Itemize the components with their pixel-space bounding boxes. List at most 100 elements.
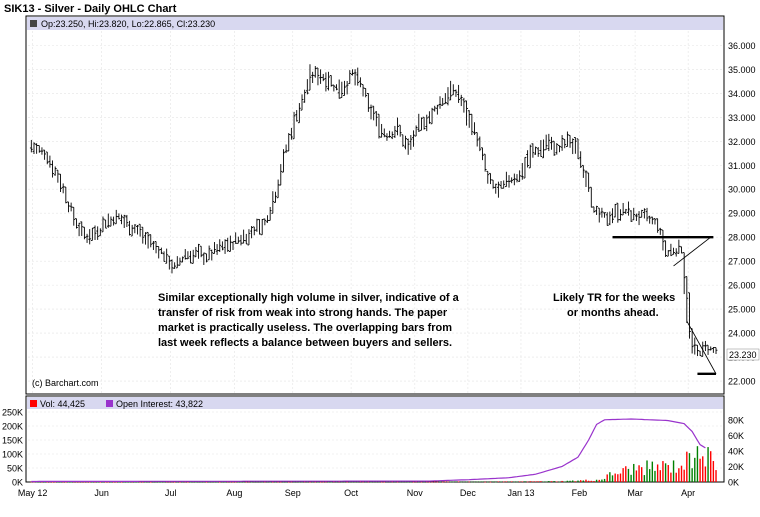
volume-bar	[253, 481, 255, 483]
volume-bar	[269, 481, 271, 483]
ohlc-bar	[300, 94, 304, 111]
ohlc-bar	[85, 233, 89, 243]
volume-bar	[57, 481, 59, 483]
ohlc-bar	[64, 186, 68, 204]
volume-bar	[38, 481, 40, 483]
ohlc-bar	[96, 226, 100, 240]
ohlc-bar	[274, 191, 277, 203]
ohlc-bar	[295, 110, 299, 122]
volume-bar	[181, 481, 184, 483]
ohlc-bar	[61, 183, 65, 194]
volume-tick-label: 200K	[2, 422, 23, 432]
volume-bar	[654, 470, 656, 482]
ohlc-bar	[218, 239, 222, 252]
volume-bars	[30, 446, 717, 483]
ohlc-bar	[260, 218, 264, 236]
volume-bar	[622, 468, 624, 482]
volume-bar	[118, 481, 120, 483]
volume-bar	[200, 481, 202, 483]
time-axis: May 12 Jun Jul Aug Sep Oct Nov Dec Jan 13 Feb Mar A…	[18, 488, 695, 498]
volume-bar	[248, 481, 250, 483]
volume-bar	[83, 481, 86, 483]
volume-bar	[333, 481, 335, 483]
ohlc-bar	[523, 156, 527, 179]
volume-bar	[473, 481, 476, 483]
volume-bar	[712, 461, 715, 482]
ohlc-bar	[629, 210, 633, 222]
volume-bar	[234, 481, 237, 483]
volume-bar	[160, 481, 163, 483]
ohlc-bar	[197, 243, 200, 259]
ohlc-bar	[348, 70, 352, 85]
ohlc-bar	[658, 227, 662, 235]
volume-bar	[484, 481, 486, 483]
volume-bar	[264, 481, 266, 483]
ohlc-bar	[584, 170, 588, 187]
ohlc-bar	[374, 111, 378, 127]
ohlc-bar	[576, 138, 580, 160]
ohlc-bar	[173, 262, 177, 269]
ohlc-bar	[542, 139, 545, 159]
volume-bar	[388, 481, 391, 483]
ohlc-bar	[640, 209, 644, 218]
ohlc-bar	[221, 241, 224, 251]
ohlc-bar	[428, 111, 431, 124]
volume-bar	[439, 481, 441, 483]
ohlc-bar	[247, 229, 251, 246]
ohlc-bar	[207, 245, 211, 261]
ohlc-bar	[335, 84, 338, 91]
volume-bar	[420, 481, 423, 483]
price-tick-label: 26.000	[728, 281, 756, 291]
volume-bar	[205, 481, 208, 483]
volume-bar	[550, 481, 553, 482]
ohlc-bar	[337, 79, 341, 99]
ohlc-bar	[494, 183, 498, 194]
ohlc-bar	[141, 226, 145, 244]
ohlc-bar	[693, 337, 697, 355]
ohlc-bar	[53, 166, 57, 176]
open-interest-tick-label: 60K	[728, 431, 744, 441]
ohlc-bar	[433, 105, 437, 112]
volume-bar	[508, 481, 510, 483]
ohlc-bar	[263, 218, 267, 226]
ohlc-bar	[345, 80, 349, 95]
trendline	[673, 236, 711, 267]
volume-bar	[638, 465, 640, 482]
time-tick-label: Jul	[165, 488, 177, 498]
volume-bar	[322, 481, 324, 483]
volume-bar	[489, 481, 492, 483]
volume-tick-label: 0K	[12, 478, 23, 488]
ohlc-bar	[531, 143, 535, 158]
ohlc-bar	[292, 111, 296, 140]
ohlc-bar	[483, 153, 487, 172]
volume-bar	[346, 481, 348, 483]
ohlc-bar	[51, 160, 54, 178]
time-tick-label: Aug	[226, 488, 242, 498]
ohlc-bar	[497, 181, 500, 198]
volume-bar	[136, 481, 139, 483]
volume-bar	[112, 481, 115, 483]
volume-bar	[59, 481, 62, 483]
ohlc-bar	[454, 89, 458, 97]
ohlc-bar	[305, 79, 309, 95]
ohlc-bar	[385, 133, 389, 141]
readout-band	[27, 17, 723, 30]
volume-bar	[428, 481, 431, 483]
volume-bar	[370, 481, 372, 483]
ohlc-bar	[332, 84, 336, 92]
ohlc-bar	[459, 94, 463, 107]
ohlc-bar	[75, 218, 78, 229]
ohlc-bar	[327, 71, 330, 91]
volume-bar	[534, 481, 537, 482]
volume-bar	[394, 481, 396, 483]
volume-bar	[558, 481, 561, 483]
ohlc-bar	[252, 226, 256, 236]
volume-bar	[457, 481, 460, 483]
volume-bar	[301, 481, 303, 483]
volume-tick-label: 100K	[2, 450, 23, 460]
volume-bar	[158, 481, 160, 483]
volume-bar	[548, 481, 550, 482]
time-tick-label: Nov	[407, 488, 424, 498]
volume-legend-label: Vol: 44,425	[40, 399, 85, 409]
annotation-left-line-2: transfer of risk from weak into strong h…	[158, 307, 448, 319]
